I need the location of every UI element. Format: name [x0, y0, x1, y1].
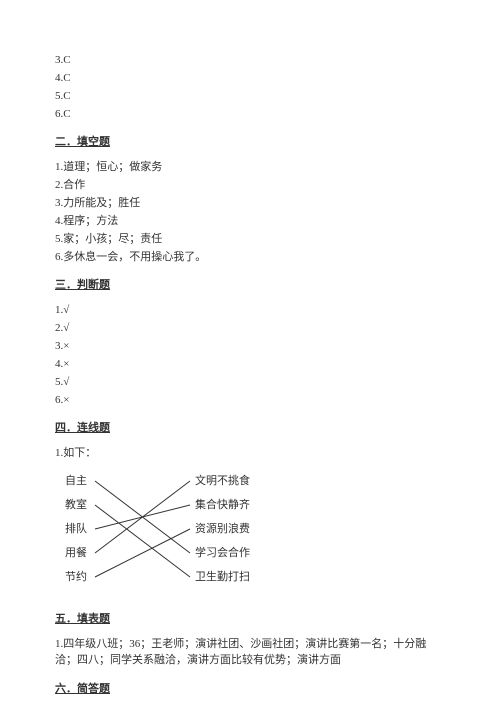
right-label: 文明不挑食	[195, 469, 250, 493]
fill-item: 3.力所能及；胜任	[55, 195, 445, 212]
left-label: 节约	[65, 565, 87, 589]
section-2-title: 二．填空题	[55, 134, 445, 151]
choice-item: 3.C	[55, 52, 445, 69]
judge-item: 3.×	[55, 338, 445, 355]
judge-item: 2.√	[55, 320, 445, 337]
judge-item: 4.×	[55, 356, 445, 373]
choice-item: 5.C	[55, 88, 445, 105]
section-2-body: 1.道理；恒心；做家务 2.合作 3.力所能及；胜任 4.程序；方法 5.家；小…	[55, 159, 445, 266]
connection-lines	[65, 469, 315, 599]
judge-item: 5.√	[55, 374, 445, 391]
judge-item: 1.√	[55, 302, 445, 319]
right-label: 集合快静齐	[195, 493, 250, 517]
matching-diagram: 自主 教室 排队 用餐 节约 文明不挑食 集合快静齐 资源别浪费 学习会合作 卫…	[65, 469, 315, 599]
fill-item: 1.道理；恒心；做家务	[55, 159, 445, 176]
right-label: 卫生勤打扫	[195, 565, 250, 589]
right-label: 资源别浪费	[195, 517, 250, 541]
choice-item: 4.C	[55, 70, 445, 87]
left-label: 用餐	[65, 541, 87, 565]
fill-item: 4.程序；方法	[55, 213, 445, 230]
diagram-left-col: 自主 教室 排队 用餐 节约	[65, 469, 87, 589]
fill-item: 5.家；小孩；尽；责任	[55, 231, 445, 248]
left-label: 排队	[65, 517, 87, 541]
left-label: 自主	[65, 469, 87, 493]
section-5-text: 1.四年级八班；36；王老师；演讲社团、沙画社团；演讲比赛第一名；十分融洽；四八…	[55, 636, 445, 669]
choice-item: 6.C	[55, 106, 445, 123]
section-4-title: 四．连线题	[55, 420, 445, 437]
section-3-body: 1.√ 2.√ 3.× 4.× 5.√ 6.×	[55, 302, 445, 409]
section-6-title: 六．简答题	[55, 681, 445, 698]
judge-item: 6.×	[55, 392, 445, 409]
diagram-right-col: 文明不挑食 集合快静齐 资源别浪费 学习会合作 卫生勤打扫	[195, 469, 250, 589]
section-1-choice-continued: 3.C 4.C 5.C 6.C	[55, 52, 445, 123]
fill-item: 6.多休息一会，不用操心我了。	[55, 249, 445, 266]
left-label: 教室	[65, 493, 87, 517]
section-4-intro: 1.如下：	[55, 445, 445, 462]
section-5-title: 五．填表题	[55, 611, 445, 628]
right-label: 学习会合作	[195, 541, 250, 565]
section-3-title: 三．判断题	[55, 277, 445, 294]
fill-item: 2.合作	[55, 177, 445, 194]
